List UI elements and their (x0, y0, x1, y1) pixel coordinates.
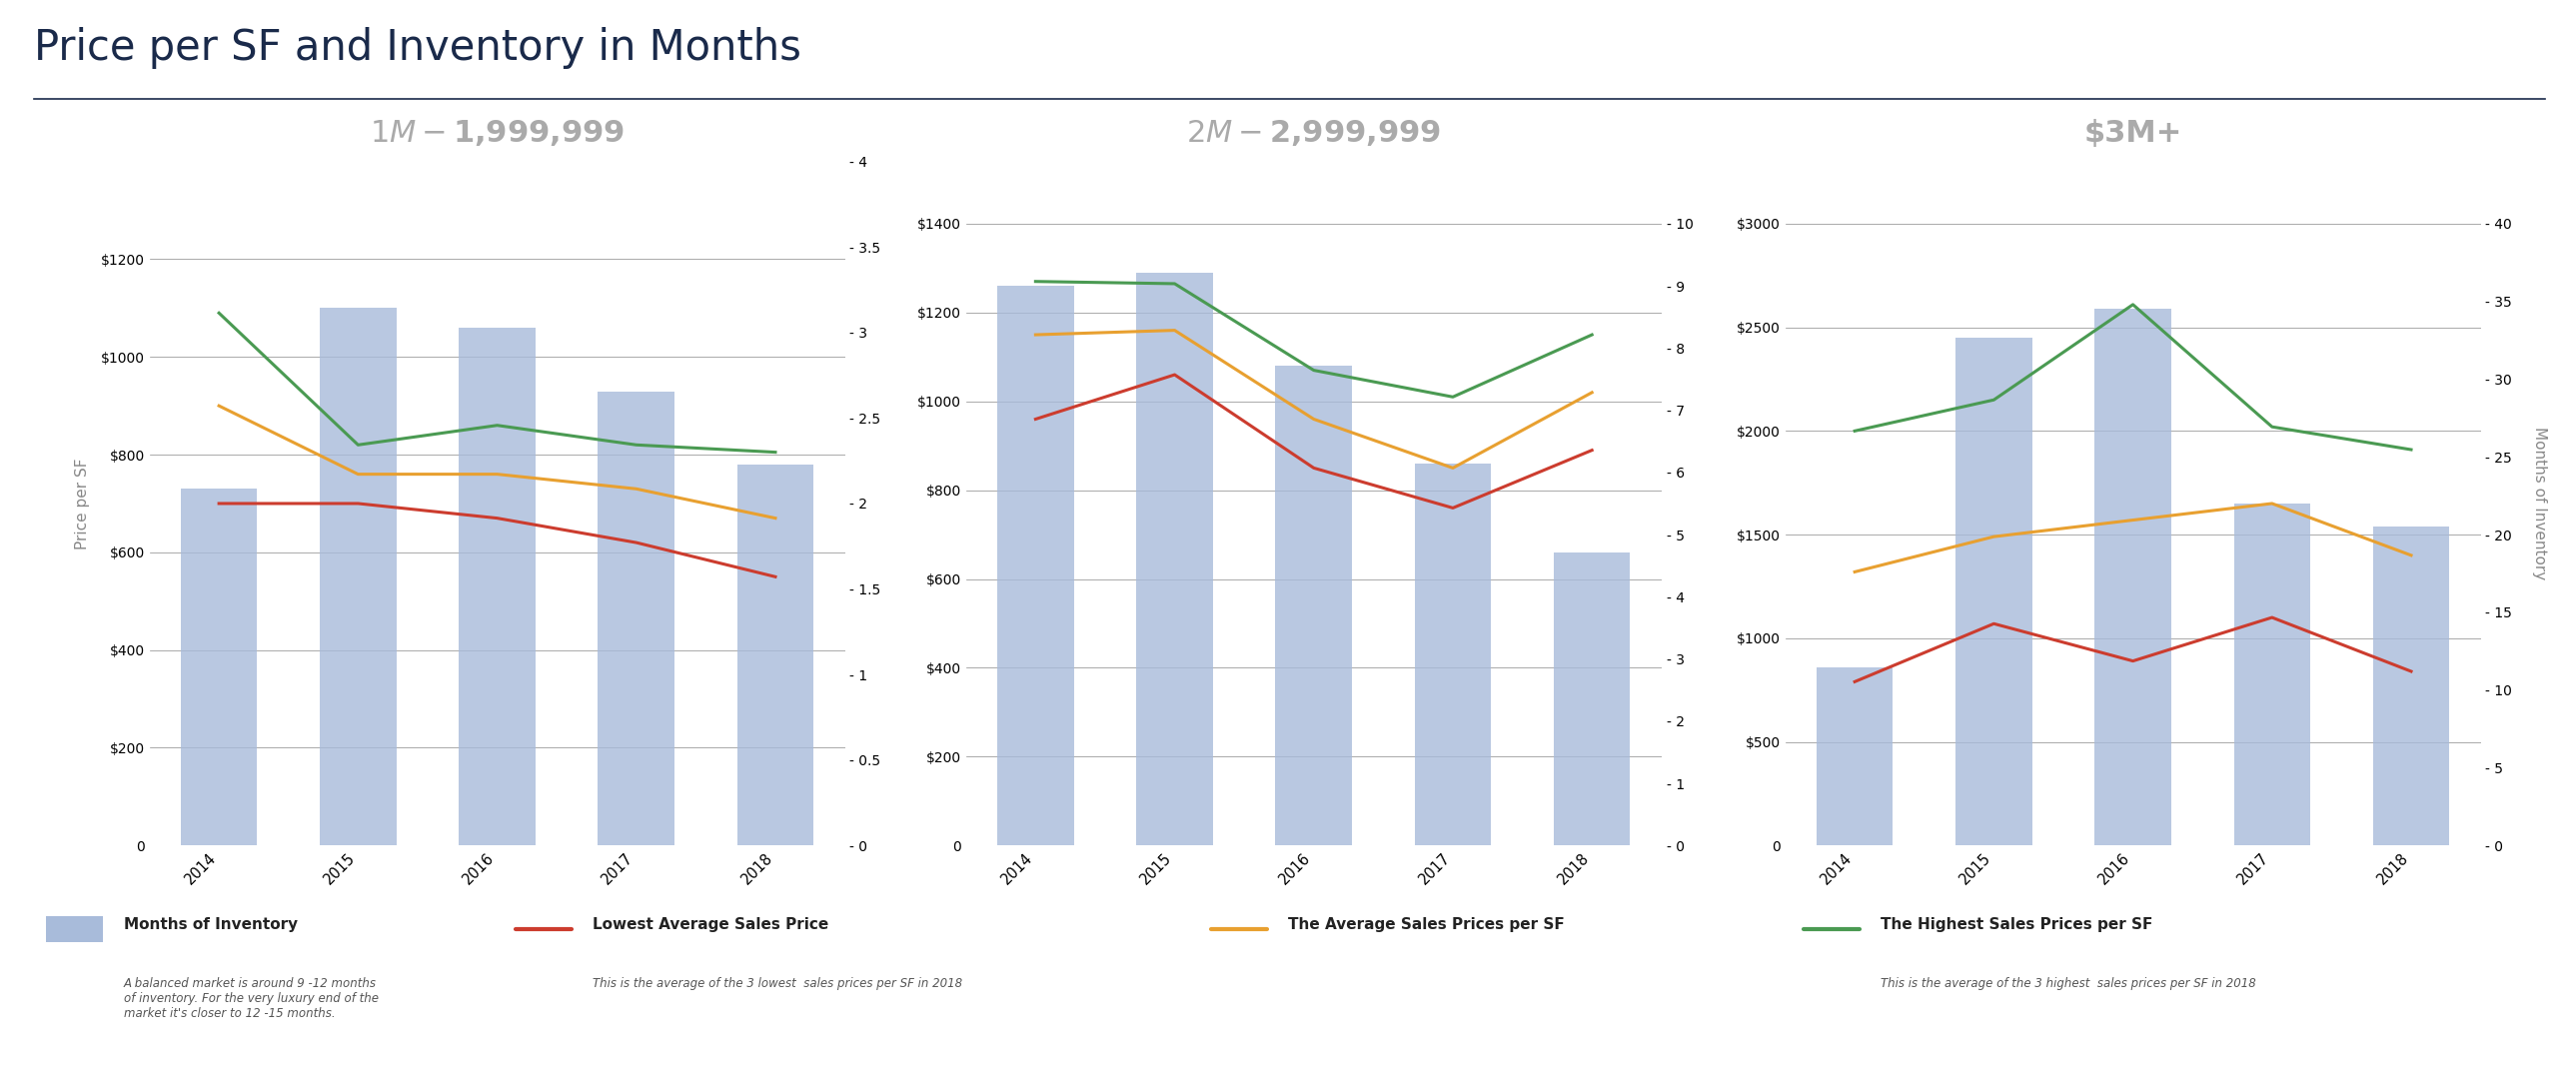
Title: $3M+: $3M+ (2084, 120, 2182, 149)
Bar (2233, 503, 2311, 845)
Bar (1136, 272, 1213, 845)
Y-axis label: Price per SF: Price per SF (75, 458, 90, 549)
Y-axis label: Months of Inventory: Months of Inventory (2532, 426, 2548, 581)
Bar (1553, 553, 1631, 845)
Text: This is the average of the 3 highest  sales prices per SF in 2018: This is the average of the 3 highest sal… (1880, 978, 2257, 991)
Text: The Highest Sales Prices per SF: The Highest Sales Prices per SF (1880, 918, 2154, 933)
Text: Price per SF and Inventory in Months: Price per SF and Inventory in Months (33, 27, 801, 69)
Bar (459, 327, 536, 845)
Bar (1414, 463, 1492, 845)
Text: Months of Inventory: Months of Inventory (124, 918, 299, 933)
Bar (319, 308, 397, 845)
Text: This is the average of the 3 lowest  sales prices per SF in 2018: This is the average of the 3 lowest sale… (592, 978, 963, 991)
Bar (2372, 527, 2450, 845)
Bar (598, 391, 675, 845)
Title: $1M - $1,999,999: $1M - $1,999,999 (371, 118, 623, 149)
Bar (180, 489, 258, 845)
Text: A balanced market is around 9 -12 months
of inventory. For the very luxury end o: A balanced market is around 9 -12 months… (124, 978, 379, 1020)
Text: Lowest Average Sales Price: Lowest Average Sales Price (592, 918, 829, 933)
Bar (2094, 309, 2172, 845)
Bar (997, 285, 1074, 845)
Bar (1816, 668, 1893, 845)
Title: $2M - $2,999,999: $2M - $2,999,999 (1188, 118, 1440, 149)
Text: The Average Sales Prices per SF: The Average Sales Prices per SF (1288, 918, 1564, 933)
FancyBboxPatch shape (46, 917, 103, 942)
Bar (737, 464, 814, 845)
Bar (1275, 366, 1352, 845)
Bar (1955, 338, 2032, 845)
